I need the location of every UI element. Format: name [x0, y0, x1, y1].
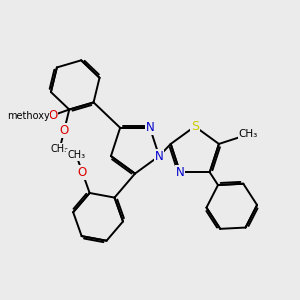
Text: O: O	[48, 110, 57, 122]
Text: N: N	[146, 121, 154, 134]
Text: S: S	[191, 120, 199, 133]
Text: O: O	[78, 166, 87, 179]
Text: CH₃: CH₃	[238, 130, 258, 140]
Text: O: O	[60, 124, 69, 137]
Text: methoxy: methoxy	[7, 111, 50, 121]
Text: CH₃: CH₃	[51, 143, 69, 154]
Text: CH₃: CH₃	[67, 150, 85, 160]
Text: N: N	[155, 150, 164, 163]
Text: N: N	[176, 166, 184, 179]
